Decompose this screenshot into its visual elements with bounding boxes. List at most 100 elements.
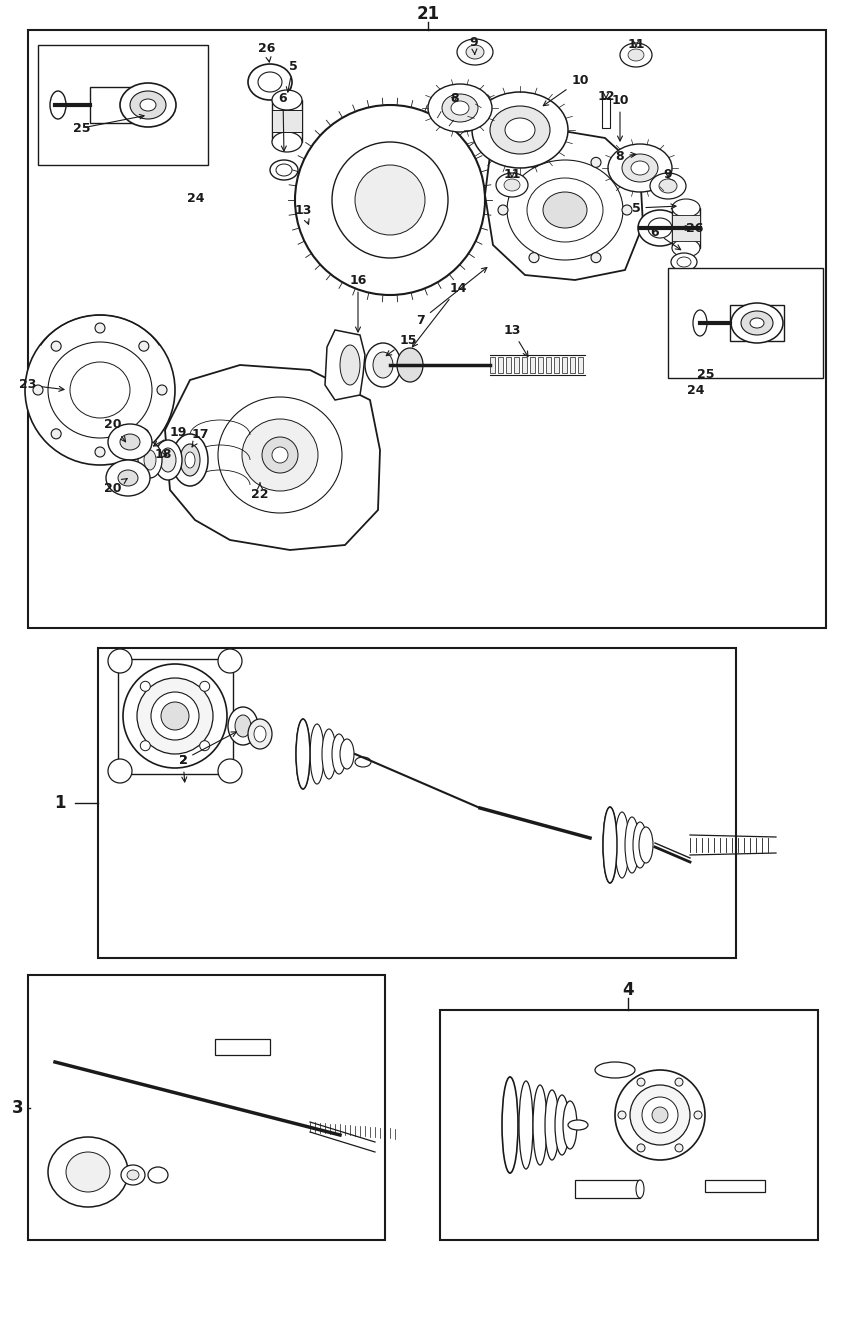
- Bar: [730, 306, 784, 341]
- Bar: [602, 98, 610, 128]
- Circle shape: [498, 205, 508, 216]
- Text: 24: 24: [187, 192, 205, 205]
- Ellipse shape: [504, 179, 520, 191]
- Circle shape: [139, 429, 149, 439]
- Bar: [28, 975, 385, 1240]
- Bar: [272, 101, 302, 142]
- Ellipse shape: [633, 822, 647, 868]
- Ellipse shape: [671, 253, 697, 271]
- Ellipse shape: [466, 45, 484, 60]
- Ellipse shape: [120, 434, 140, 450]
- Ellipse shape: [140, 99, 156, 111]
- Ellipse shape: [693, 310, 707, 336]
- Ellipse shape: [659, 179, 677, 193]
- Bar: [118, 659, 233, 774]
- Circle shape: [218, 759, 242, 783]
- Ellipse shape: [138, 442, 162, 478]
- Ellipse shape: [502, 1077, 518, 1174]
- Text: 20: 20: [104, 479, 128, 495]
- Text: 23: 23: [20, 378, 64, 392]
- Circle shape: [95, 447, 105, 456]
- Ellipse shape: [545, 1090, 559, 1160]
- Circle shape: [675, 1078, 683, 1086]
- Circle shape: [652, 1107, 668, 1123]
- Ellipse shape: [160, 448, 176, 472]
- Text: 26: 26: [259, 41, 276, 62]
- Ellipse shape: [731, 303, 783, 343]
- Text: 2: 2: [179, 754, 187, 782]
- Circle shape: [25, 315, 175, 464]
- Ellipse shape: [121, 1166, 145, 1185]
- Ellipse shape: [66, 1152, 110, 1192]
- Text: 11: 11: [627, 37, 645, 50]
- Circle shape: [108, 650, 132, 673]
- Circle shape: [637, 1144, 645, 1152]
- Ellipse shape: [527, 179, 603, 242]
- Text: 15: 15: [386, 333, 417, 356]
- Text: 26: 26: [681, 221, 704, 234]
- Bar: [546, 357, 551, 373]
- Ellipse shape: [154, 441, 182, 480]
- Circle shape: [630, 1085, 690, 1144]
- Ellipse shape: [496, 173, 528, 197]
- Circle shape: [622, 205, 632, 216]
- Circle shape: [139, 341, 149, 351]
- Circle shape: [51, 429, 61, 439]
- Ellipse shape: [332, 734, 346, 774]
- Ellipse shape: [340, 345, 360, 385]
- Text: 2: 2: [179, 732, 236, 766]
- Circle shape: [199, 741, 210, 750]
- Text: 16: 16: [349, 274, 366, 332]
- Ellipse shape: [127, 1170, 139, 1180]
- Ellipse shape: [563, 1101, 577, 1148]
- Bar: [668, 269, 823, 378]
- Ellipse shape: [648, 218, 672, 238]
- Text: 12: 12: [597, 90, 615, 102]
- Bar: [672, 216, 700, 241]
- Circle shape: [262, 437, 298, 474]
- Ellipse shape: [218, 397, 342, 513]
- Ellipse shape: [677, 257, 691, 267]
- Ellipse shape: [620, 44, 652, 67]
- Bar: [672, 208, 700, 247]
- Ellipse shape: [272, 90, 302, 110]
- Bar: [578, 357, 583, 373]
- Text: 4: 4: [622, 980, 633, 999]
- Ellipse shape: [228, 706, 258, 745]
- Text: 13: 13: [503, 324, 528, 357]
- Circle shape: [199, 681, 210, 692]
- Circle shape: [529, 253, 539, 263]
- Ellipse shape: [672, 198, 700, 217]
- Bar: [554, 357, 559, 373]
- Circle shape: [694, 1111, 702, 1119]
- Text: 7: 7: [417, 267, 487, 327]
- Circle shape: [140, 681, 151, 692]
- Ellipse shape: [490, 106, 550, 153]
- Ellipse shape: [148, 1167, 168, 1183]
- Circle shape: [642, 1097, 678, 1132]
- Circle shape: [295, 105, 485, 295]
- Ellipse shape: [451, 101, 469, 115]
- Ellipse shape: [397, 348, 423, 382]
- Ellipse shape: [615, 812, 629, 878]
- Ellipse shape: [625, 818, 639, 873]
- Ellipse shape: [672, 239, 700, 257]
- Ellipse shape: [180, 445, 200, 476]
- Ellipse shape: [118, 470, 138, 486]
- Ellipse shape: [248, 718, 272, 749]
- Ellipse shape: [50, 91, 66, 119]
- Ellipse shape: [310, 724, 324, 785]
- Circle shape: [529, 157, 539, 168]
- Text: 8: 8: [451, 91, 460, 105]
- Bar: [705, 1180, 765, 1192]
- Bar: [490, 357, 495, 373]
- Bar: [28, 30, 826, 628]
- Ellipse shape: [622, 153, 658, 183]
- Ellipse shape: [638, 210, 682, 246]
- Polygon shape: [485, 128, 643, 280]
- Ellipse shape: [130, 91, 166, 119]
- Ellipse shape: [457, 38, 493, 65]
- Text: 19: 19: [153, 426, 187, 446]
- Text: 20: 20: [104, 418, 126, 442]
- Bar: [90, 87, 148, 123]
